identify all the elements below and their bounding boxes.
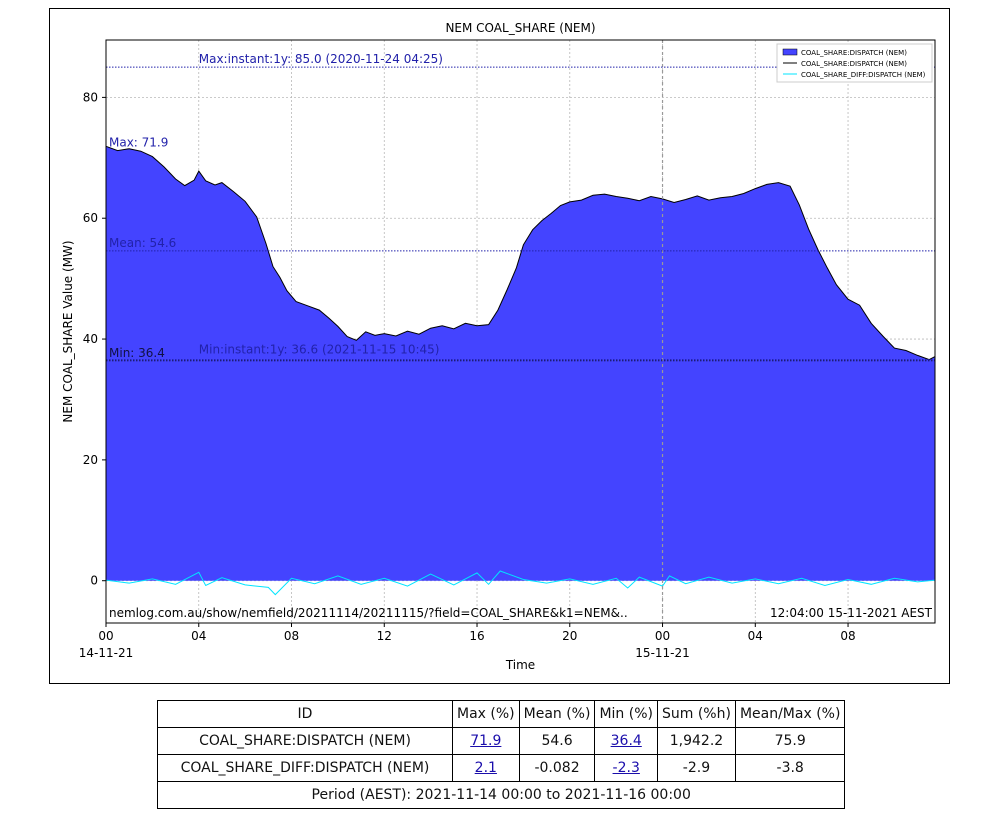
row-mean-max: 75.9 [734, 727, 846, 755]
x-tick-label: 08 [840, 629, 855, 643]
row-id: COAL_SHARE_DIFF:DISPATCH (NEM) [157, 754, 453, 782]
y-tick-label: 0 [90, 574, 98, 588]
header-id: ID [157, 700, 453, 728]
x-tick-label: 04 [191, 629, 206, 643]
reference-label: Min:instant:1y: 36.6 (2021-11-15 10:45) [199, 343, 440, 357]
max-link[interactable]: 71.9 [470, 733, 502, 749]
x-tick-label: 08 [284, 629, 299, 643]
table-period-row: Period (AEST): 2021-11-14 00:00 to 2021-… [156, 781, 846, 809]
row-mean: 54.6 [518, 727, 596, 755]
x-tick-label: 00 [98, 629, 113, 643]
header-max: Max (%) [452, 700, 520, 728]
min-link[interactable]: -2.3 [612, 760, 640, 776]
x-tick-date-label: 14-11-21 [79, 646, 133, 660]
table-header-row: ID Max (%) Mean (%) Min (%) Sum (%h) Mea… [157, 700, 846, 728]
row-id: COAL_SHARE:DISPATCH (NEM) [157, 727, 453, 755]
table-row: COAL_SHARE_DIFF:DISPATCH (NEM) 2.1 -0.08… [157, 754, 846, 782]
x-tick-label: 12 [377, 629, 392, 643]
legend-swatch [782, 48, 798, 56]
row-sum: -2.9 [656, 754, 736, 782]
y-tick-label: 60 [83, 211, 98, 225]
header-sum: Sum (%h) [656, 700, 736, 728]
x-tick-label: 16 [469, 629, 484, 643]
legend-label: COAL_SHARE_DIFF:DISPATCH (NEM) [801, 71, 926, 79]
y-axis-label: NEM COAL_SHARE Value (MW) [61, 240, 75, 422]
chart-figure: Max:instant:1y: 85.0 (2020-11-24 04:25) M… [49, 8, 950, 684]
period-text: Period (AEST): 2021-11-14 00:00 to 2021-… [156, 781, 846, 809]
plot-border [105, 39, 936, 624]
max-link[interactable]: 2.1 [474, 760, 497, 776]
y-tick-label: 20 [83, 453, 98, 467]
reference-label: Mean: 54.6 [109, 236, 176, 250]
row-mean: -0.082 [518, 754, 596, 782]
legend-label: COAL_SHARE:DISPATCH (NEM) [801, 60, 907, 68]
reference-label: Max:instant:1y: 85.0 (2020-11-24 04:25) [199, 52, 443, 66]
table-row: COAL_SHARE:DISPATCH (NEM) 71.9 54.6 36.4… [157, 727, 846, 755]
row-mean-max: -3.8 [734, 754, 846, 782]
x-tick-label: 20 [562, 629, 577, 643]
header-mean-max: Mean/Max (%) [734, 700, 846, 728]
timestamp-text: 12:04:00 15-11-2021 AEST [770, 606, 933, 620]
max-label: Max: 71.9 [109, 135, 168, 149]
x-axis-label: Time [505, 658, 535, 672]
x-tick-label: 04 [748, 629, 763, 643]
coal-share-chart: Max:instant:1y: 85.0 (2020-11-24 04:25) M… [61, 21, 936, 672]
coal-share-diff-line [105, 570, 936, 596]
source-url-text: nemlog.com.au/show/nemfield/20211114/202… [109, 606, 628, 620]
row-sum: 1,942.2 [656, 727, 736, 755]
y-tick-label: 80 [83, 90, 98, 104]
header-min: Min (%) [594, 700, 658, 728]
reference-label: Min: 36.4 [109, 346, 165, 360]
x-tick-label: 00 [655, 629, 670, 643]
coal-share-area [106, 146, 935, 581]
x-tick-date-label: 15-11-21 [635, 646, 689, 660]
y-tick-label: 40 [83, 332, 98, 346]
legend-label: COAL_SHARE:DISPATCH (NEM) [801, 49, 907, 57]
coal-share-line [105, 145, 936, 361]
header-mean: Mean (%) [518, 700, 596, 728]
legend-box [776, 43, 933, 83]
stats-table: ID Max (%) Mean (%) Min (%) Sum (%h) Mea… [156, 700, 846, 809]
min-link[interactable]: 36.4 [610, 733, 642, 749]
chart-title: NEM COAL_SHARE (NEM) [445, 21, 595, 35]
